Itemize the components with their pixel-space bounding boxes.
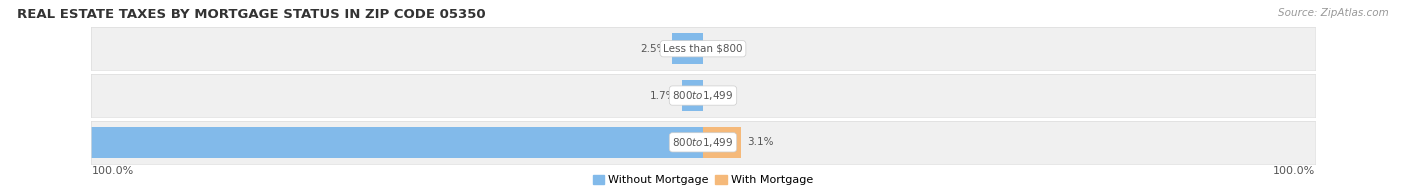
Text: 100.0%: 100.0% [1272,166,1315,176]
Text: 3.1%: 3.1% [747,137,773,147]
Text: 1.7%: 1.7% [650,90,676,101]
Bar [672,33,703,64]
Text: REAL ESTATE TAXES BY MORTGAGE STATUS IN ZIP CODE 05350: REAL ESTATE TAXES BY MORTGAGE STATUS IN … [17,8,485,21]
Text: 0.0%: 0.0% [709,90,735,101]
Text: Less than $800: Less than $800 [664,44,742,54]
Text: 100.0%: 100.0% [91,166,134,176]
Legend: Without Mortgage, With Mortgage: Without Mortgage, With Mortgage [588,170,818,190]
Bar [703,127,741,158]
Text: Source: ZipAtlas.com: Source: ZipAtlas.com [1278,8,1389,18]
Text: 0.0%: 0.0% [709,44,735,54]
Bar [0,127,703,158]
Bar [682,80,703,111]
Text: 2.5%: 2.5% [640,44,666,54]
Text: $800 to $1,499: $800 to $1,499 [672,136,734,149]
Text: $800 to $1,499: $800 to $1,499 [672,89,734,102]
